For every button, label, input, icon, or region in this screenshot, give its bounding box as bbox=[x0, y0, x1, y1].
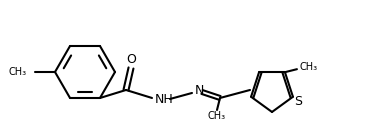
Text: S: S bbox=[294, 95, 302, 108]
Text: O: O bbox=[126, 53, 136, 67]
Text: NH: NH bbox=[155, 93, 174, 106]
Text: N: N bbox=[195, 84, 204, 98]
Text: CH₃: CH₃ bbox=[9, 67, 27, 77]
Text: CH₃: CH₃ bbox=[300, 62, 318, 72]
Text: CH₃: CH₃ bbox=[208, 111, 226, 121]
